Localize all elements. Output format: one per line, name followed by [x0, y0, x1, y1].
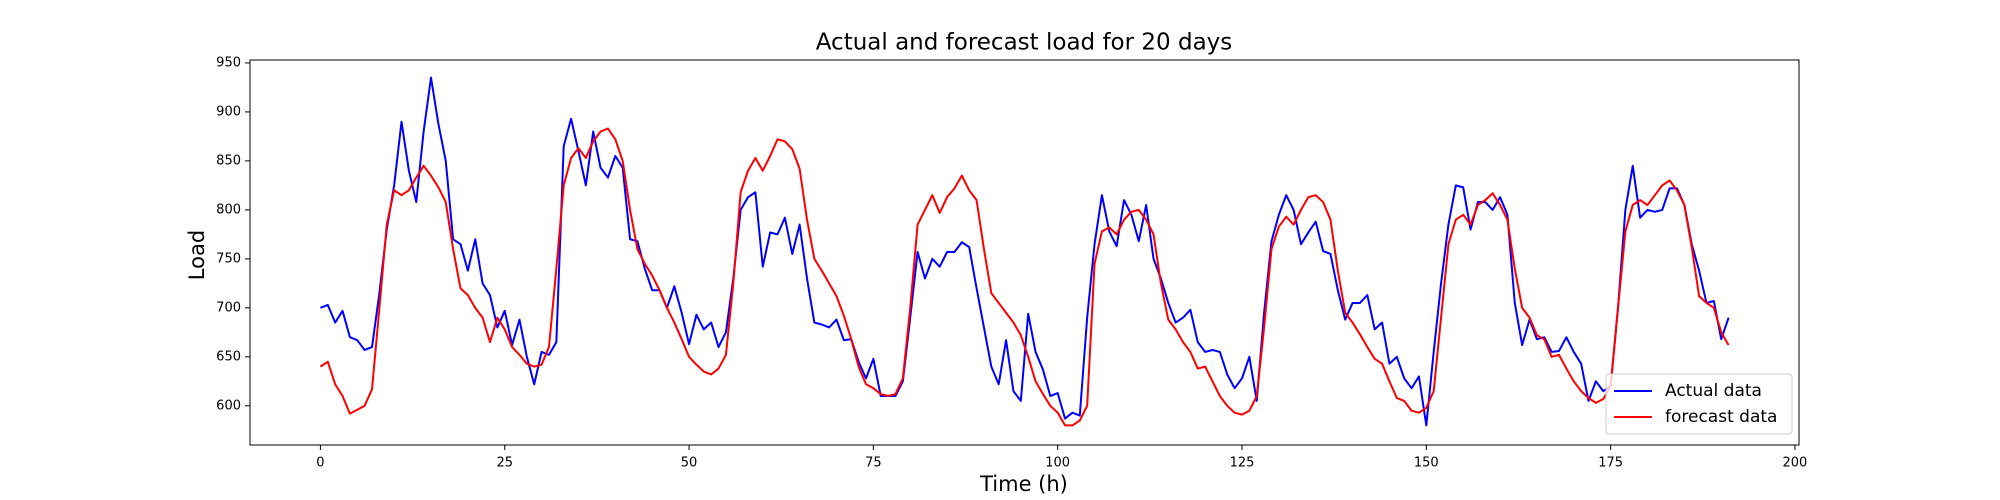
y-tick-label: 650	[216, 349, 241, 364]
y-tick-label: 700	[216, 300, 241, 315]
y-tick-label: 600	[216, 398, 241, 413]
x-tick-label: 150	[1414, 456, 1439, 471]
y-tick-label: 750	[216, 251, 241, 266]
y-tick-label: 950	[216, 55, 241, 70]
x-tick-label: 175	[1598, 456, 1623, 471]
x-tick-label: 100	[1045, 456, 1070, 471]
legend-label: forecast data	[1665, 407, 1777, 427]
x-axis-label: Time (h)	[979, 472, 1068, 496]
data-line	[320, 76, 1730, 427]
x-tick-label: 0	[316, 456, 324, 471]
axes-frame	[249, 59, 1800, 446]
chart-title: Actual and forecast load for 20 days	[816, 30, 1233, 56]
plot-area: 0 25 50 75 100 125 150 175 200 600 650 700 750 800 850…	[216, 55, 1807, 470]
x-tick-label: 75	[865, 456, 882, 471]
x-tick-label: 200	[1783, 456, 1808, 471]
data-line	[319, 127, 1730, 427]
legend-box	[1605, 373, 1793, 435]
y-tick-label: 850	[216, 153, 241, 168]
y-tick-label: 900	[216, 104, 241, 119]
legend: Actual data forecast data	[1605, 373, 1793, 435]
x-tick-label: 125	[1230, 456, 1255, 471]
y-tick-label: 800	[216, 202, 241, 217]
y-axis-label: Load	[185, 230, 209, 280]
x-tick-label: 50	[681, 456, 698, 471]
legend-label: Actual data	[1665, 381, 1762, 401]
x-tick-label: 25	[496, 456, 513, 471]
